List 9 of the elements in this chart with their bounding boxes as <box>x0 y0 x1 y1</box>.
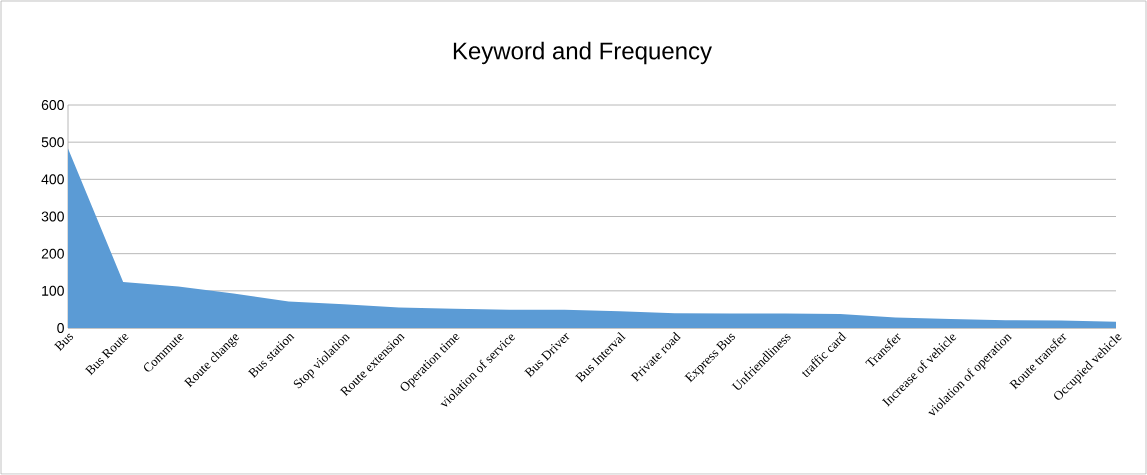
y-tick-label: 100 <box>42 285 64 296</box>
y-tick-label: 500 <box>41 137 64 148</box>
y-tick-label: 0 <box>57 323 64 333</box>
y-tick-label: 300 <box>41 211 64 222</box>
chart-title: Keyword and Frequency <box>453 41 712 65</box>
y-tick-label: 600 <box>41 100 64 110</box>
y-tick-label: 200 <box>41 248 64 259</box>
x-tick-label: Bus <box>53 333 74 352</box>
y-tick-label: 400 <box>41 174 64 185</box>
